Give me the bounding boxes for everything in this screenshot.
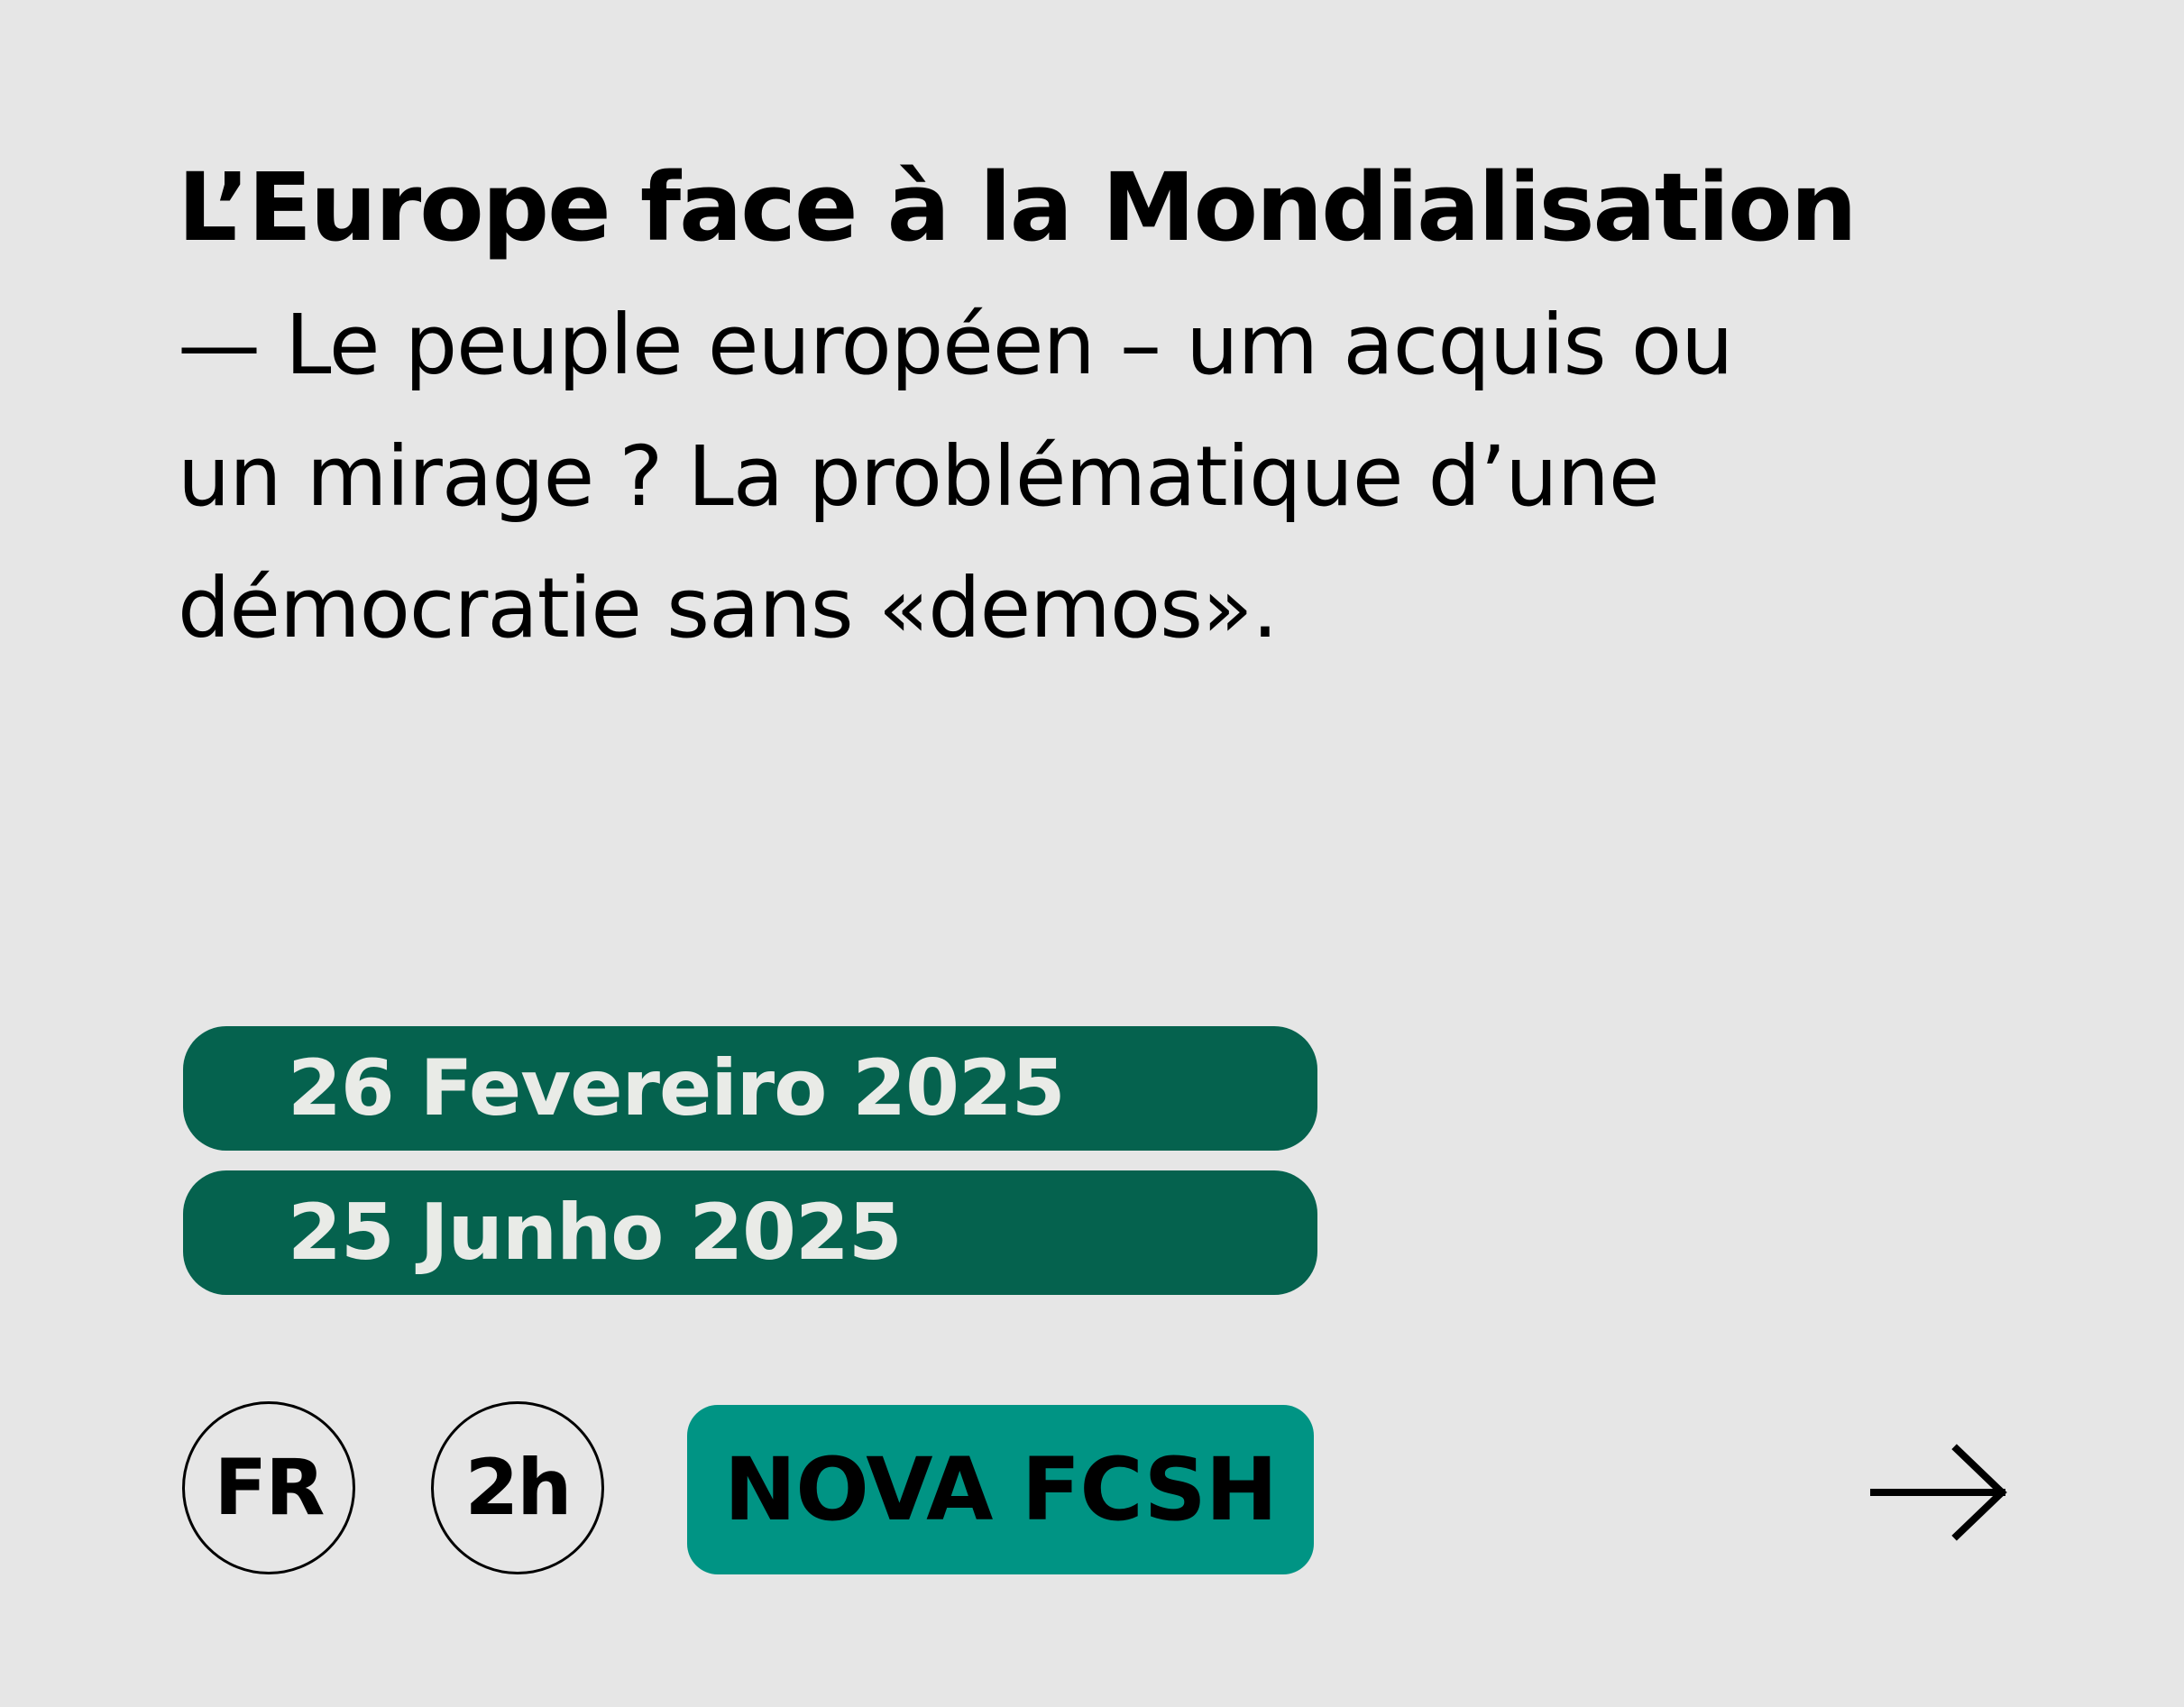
duration-badge: 2h [431,1401,604,1574]
event-title: L’Europe face à la Mondialisation [178,152,1858,262]
language-badge: FR [182,1401,355,1574]
event-subtitle: — Le peuple européen – um acquis ou un m… [178,280,2026,675]
arrow-right-icon[interactable] [1867,1443,2011,1542]
date-badge: 26 Fevereiro 2025 [183,1026,1317,1151]
venue-badge: NOVA FCSH [687,1405,1314,1574]
subtitle-line: démocratie sans «demos». [178,560,1279,656]
date-badge: 25 Junho 2025 [183,1170,1317,1295]
subtitle-line: un mirage ? La problématique d’une [178,428,1660,525]
subtitle-line: — Le peuple européen – um acquis ou [178,297,1733,393]
